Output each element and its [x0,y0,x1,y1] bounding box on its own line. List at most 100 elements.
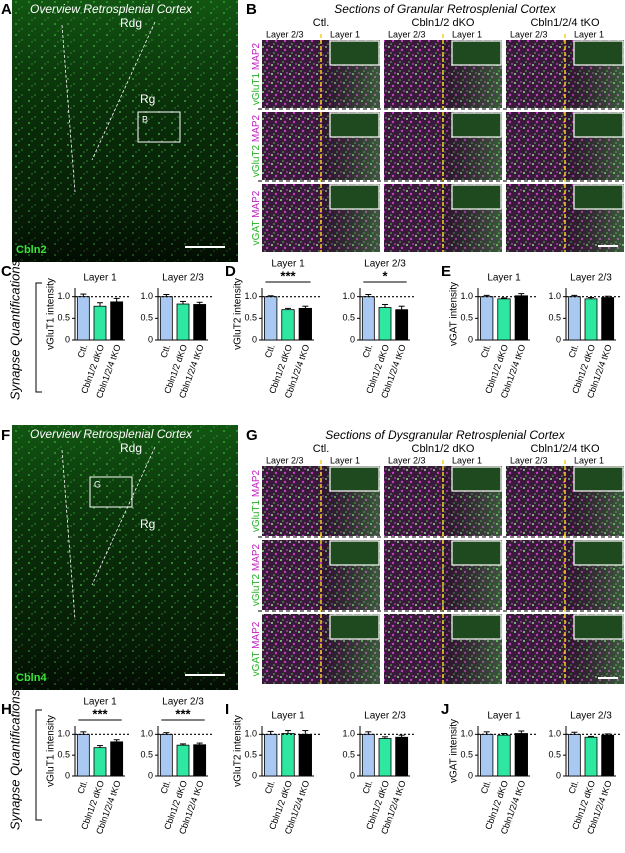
y-tick-label: 0 [350,770,355,780]
panel-title: Sections of Dysgranular Retrosplenial Co… [325,428,565,442]
bar [514,733,528,777]
stain-green: vGluT1 [251,499,262,532]
bar [497,298,511,341]
layer-label: Layer 2/3 [510,455,548,465]
bar [176,744,190,777]
side-label: Synapse Quantifications [7,689,22,830]
y-tick-label: 0.5 [342,750,355,760]
bar [264,733,278,777]
chart-title: Layer 1 [83,697,117,708]
y-tick-label: 0.5 [57,313,70,323]
genotype-label: Cbln1/2/4 tKO [530,443,600,455]
stain-magenta: MAP2 [251,114,262,142]
chart-title: Layer 1 [271,711,305,722]
y-tick-label: 0 [468,770,473,780]
chart-title: Layer 2/3 [570,273,612,284]
inset [329,112,380,138]
y-tick-label: 1.0 [140,291,153,301]
chart-title: Layer 1 [271,259,305,270]
chart-title: Layer 2/3 [364,259,406,270]
significance-label: * [382,268,388,283]
row-label: vGluT1 MAP2 [251,42,262,105]
bar [361,733,375,777]
stain-green: vGluT1 [251,72,262,105]
y-tick-label: 1.0 [244,729,257,739]
inset [451,614,502,640]
y-tick-label: 1.0 [244,291,257,301]
side-bracket [35,709,42,821]
y-tick-label: 1.0 [460,729,473,739]
panel-letter: G [246,427,258,444]
roi-box [137,111,181,143]
y-tick-label: 0 [556,334,561,344]
inset [573,614,624,640]
y-tick-label: 0 [556,770,561,780]
y-tick-label: 0.5 [460,750,473,760]
y-axis-label: vGAT intensity [449,719,460,783]
layer-label: Layer 2/3 [266,29,304,39]
bar [193,744,207,777]
stain-green: vGAT [251,221,262,246]
y-tick-label: 0 [65,770,70,780]
bar [514,295,528,341]
region-label: Rg [140,517,155,531]
bar [601,734,615,777]
bar [361,296,375,341]
genotype-label: Ctl. [313,443,330,455]
x-tick-label: Ctl. [158,343,172,359]
panel-title: Overview Retrosplenial Cortex [30,2,193,16]
chart-title: Layer 2/3 [364,711,406,722]
genotype-label: Cbln1/2 dKO [412,17,475,29]
x-tick-label: Ctl. [566,343,580,359]
x-tick-label: Ctl. [479,779,493,795]
bar [298,733,312,777]
bar [395,736,409,777]
inset [329,540,380,566]
y-tick-label: 1.0 [460,291,473,301]
inset [451,540,502,566]
layer-label: Layer 1 [574,455,604,465]
bar [281,733,295,777]
bar [378,738,392,777]
chart-title: Layer 2/3 [162,697,204,708]
inset [329,614,380,640]
bar [93,747,107,777]
bar [567,296,581,341]
inset [329,40,380,66]
x-tick-label: Ctl. [360,343,374,359]
region-label: Rdg [120,441,142,455]
y-tick-label: 0.5 [244,313,257,323]
stain-label: Cbln2 [16,244,47,256]
bar [193,304,207,341]
significance-label: *** [280,268,296,283]
y-tick-label: 1.0 [140,729,153,739]
row-label: vGAT MAP2 [251,621,262,676]
y-tick-label: 0.5 [140,750,153,760]
y-tick-label: 1.0 [548,291,561,301]
x-tick-label: Ctl. [75,779,89,795]
genotype-label: Cbln1/2/4 tKO [530,17,600,29]
region-border [91,21,156,161]
inset [451,466,502,492]
inset [573,184,624,210]
y-axis-label: vGluT1 intensity [46,715,57,787]
bar [378,307,392,341]
y-tick-label: 0 [468,334,473,344]
x-tick-label: Ctl. [566,779,580,795]
micrograph-glow [12,425,238,690]
bar [159,733,173,777]
bar [110,301,124,341]
x-tick-label: Ctl. [75,343,89,359]
region-border [91,446,156,586]
stain-magenta: MAP2 [251,621,262,649]
significance-label: *** [175,706,191,721]
chart-title: Layer 2/3 [570,711,612,722]
y-tick-label: 1.0 [548,729,561,739]
inset [451,184,502,210]
inset [451,112,502,138]
region-border [61,24,76,193]
stain-magenta: MAP2 [251,469,262,497]
stain-label: Cbln4 [16,672,47,684]
x-tick-label: Ctl. [360,779,374,795]
x-tick-label: Ctl. [158,779,172,795]
